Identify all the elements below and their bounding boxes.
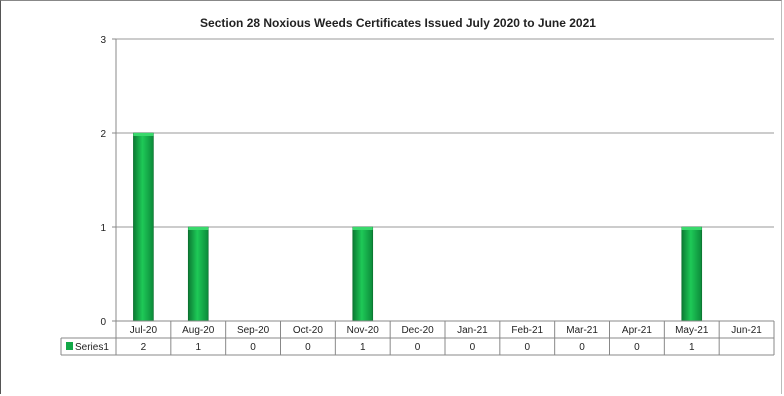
x-tick-label: Dec-20 [401,325,434,336]
x-tick-label: Aug-20 [182,325,215,336]
x-tick-label: Oct-20 [293,325,323,336]
bar-top-cap [133,133,154,136]
legend-entry: Series1 [75,342,109,353]
data-table: Jul-20 2 Aug-20 1 Sep-20 0 Oct-20 0 Nov-20 1 Dec-2… [60,321,775,356]
bar [187,226,209,322]
x-tick-label: Nov-20 [347,325,380,336]
x-tick-label: Jul-20 [130,325,158,336]
x-tick-label: Apr-21 [622,325,652,336]
bar [133,132,154,322]
data-label: 1 [195,342,201,353]
data-label: 0 [250,342,256,353]
data-label: 1 [360,342,366,353]
data-label: 0 [579,342,585,353]
bar-top-cap [352,227,373,230]
data-label: 0 [415,342,421,353]
data-label: 0 [305,342,311,353]
legend-swatch [66,342,73,350]
y-tick-label: 0 [100,317,106,328]
y-tick-label: 1 [100,223,106,234]
gridlines [116,38,774,228]
data-label: 0 [470,342,476,353]
x-tick-label: Jun-21 [731,325,762,336]
bar-top-cap [681,227,702,230]
x-tick-label: Feb-21 [511,325,543,336]
chart-title: Section 28 Noxious Weeds Certificates Is… [200,16,596,30]
y-tick-label: 3 [100,35,106,46]
y-tick-label: 2 [100,129,106,140]
x-tick-label: May-21 [675,325,709,336]
bar [681,226,703,322]
data-label: 1 [689,342,695,353]
data-label: 0 [524,342,530,353]
bar-top-cap [188,227,209,230]
x-tick-label: Mar-21 [566,325,598,336]
x-tick-label: Sep-20 [237,325,270,336]
data-label: 0 [634,342,640,353]
data-label: 2 [141,342,147,353]
bar [352,226,374,322]
x-tick-label: Jan-21 [457,325,488,336]
